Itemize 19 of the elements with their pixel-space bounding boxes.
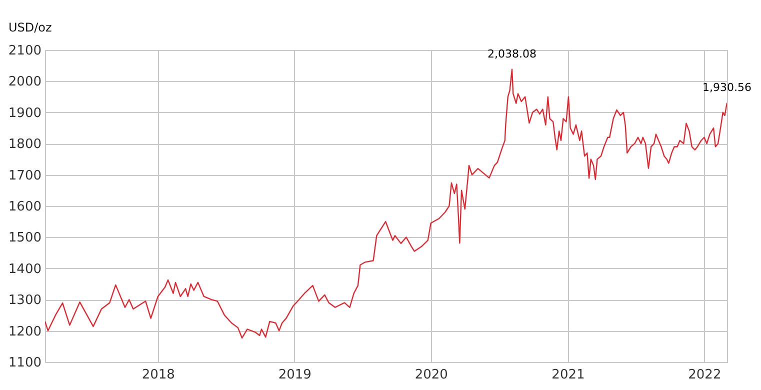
y-tick-label: 1400 bbox=[8, 262, 42, 277]
x-tick-label: 2020 bbox=[414, 368, 448, 382]
y-tick-label: 1900 bbox=[8, 106, 42, 121]
x-tick-label: 2019 bbox=[278, 368, 312, 382]
y-tick-label: 1200 bbox=[8, 324, 42, 340]
y-tick-label: 1800 bbox=[8, 137, 42, 152]
annotation: 1,930.56 bbox=[702, 80, 752, 94]
annotation: 2,038.08 bbox=[488, 47, 536, 60]
y-tick-label: 1500 bbox=[8, 230, 42, 246]
y-tick-label: 1100 bbox=[8, 356, 42, 370]
y-tick-label: 1700 bbox=[8, 168, 42, 184]
y-tick-label: 1600 bbox=[8, 200, 42, 214]
y-axis-title: USD/oz bbox=[8, 20, 52, 34]
y-tick-label: 2100 bbox=[8, 44, 42, 58]
y-tick-label: 1300 bbox=[8, 293, 42, 308]
x-tick-label: 2018 bbox=[142, 368, 175, 382]
x-tick-label: 2021 bbox=[552, 368, 585, 382]
x-tick-label: 2022 bbox=[688, 368, 722, 382]
y-tick-label: 2000 bbox=[8, 74, 42, 90]
